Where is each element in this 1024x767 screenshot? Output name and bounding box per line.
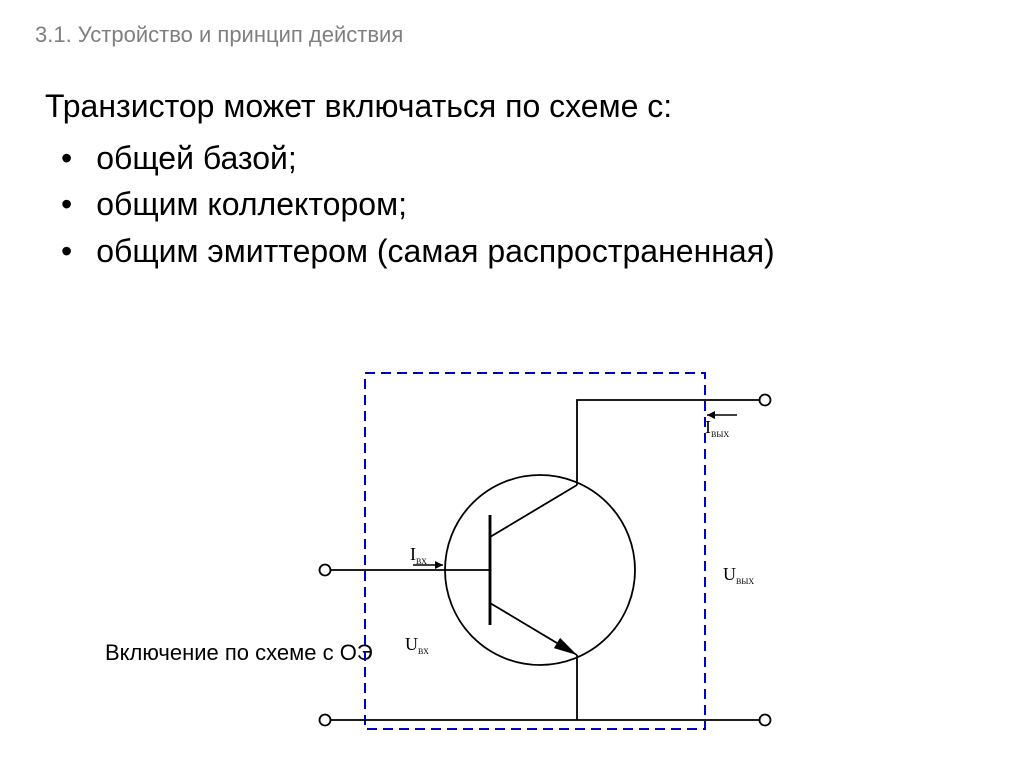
svg-text:Uвых: Uвых bbox=[723, 564, 754, 587]
list-item: общей базой; bbox=[45, 135, 775, 181]
list-item: общим эмиттером (самая распространенная) bbox=[45, 228, 775, 274]
svg-text:Iвых: Iвых bbox=[705, 417, 729, 440]
svg-text:Uвх: Uвх bbox=[405, 634, 429, 657]
bullet-text: общей базой; bbox=[96, 140, 297, 176]
bullet-text: общим эмиттером (самая распространенная) bbox=[96, 233, 774, 269]
bullet-text: общим коллектором; bbox=[96, 186, 407, 222]
transistor-schematic: Iвх Iвых Uвх Uвых bbox=[305, 365, 825, 765]
svg-text:Iвх: Iвх bbox=[410, 544, 427, 567]
section-heading: 3.1. Устройство и принцип действия bbox=[35, 22, 403, 48]
bullet-list: общей базой; общим коллектором; общим эм… bbox=[45, 135, 775, 274]
intro-text: Транзистор может включаться по схеме с: bbox=[45, 88, 672, 125]
list-item: общим коллектором; bbox=[45, 181, 775, 227]
